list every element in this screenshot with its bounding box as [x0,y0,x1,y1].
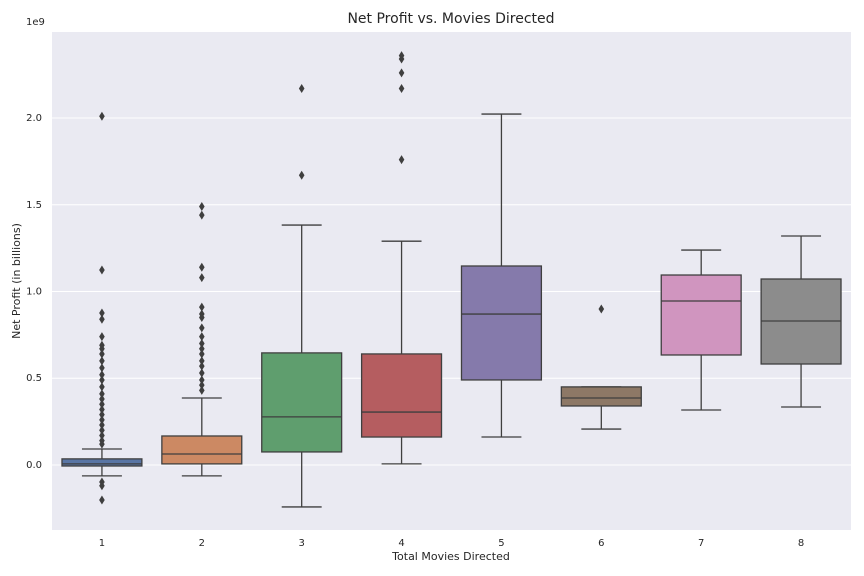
outlier [199,302,205,312]
outlier [99,332,105,342]
outlier [99,404,105,414]
box [360,353,443,438]
outlier [99,389,105,399]
outlier [99,399,105,409]
x-axis-label: Total Movies Directed [391,550,510,563]
outlier [99,349,105,359]
y-axis-label: Net Profit (in billions) [10,223,23,339]
outlier [199,380,205,390]
x-tick-label: 8 [798,538,804,549]
y-tick-label: 2.0 [26,113,42,124]
outlier [199,385,205,395]
box [161,435,243,465]
x-tick-label: 1 [99,538,105,549]
outlier [199,339,205,349]
outlier [99,344,105,354]
outlier [99,425,105,435]
outlier [99,370,105,380]
outlier [99,430,105,440]
outlier [199,332,205,342]
x-tick-label: 2 [199,538,205,549]
outlier [298,170,305,180]
outlier [199,368,205,378]
outlier [99,375,105,385]
x-tick-label: 3 [299,538,305,549]
x-tick-label: 4 [398,538,404,549]
outlier [199,356,205,366]
outlier [199,273,205,283]
box [560,386,642,407]
chart-title: Net Profit vs. Movies Directed [347,11,554,27]
outlier [99,308,105,318]
outlier [99,495,105,505]
x-tick-label: 7 [698,538,704,549]
outlier [99,314,105,324]
outlier [199,313,205,323]
outlier [99,265,105,275]
outlier [99,439,105,449]
outlier [99,415,105,425]
outlier [398,51,405,61]
outlier [99,111,105,121]
outlier [99,356,105,366]
outlier [598,304,605,314]
outlier [99,394,105,404]
box [660,274,742,356]
y-tick-label: 1.0 [26,286,42,297]
outlier [99,410,105,420]
outlier [398,155,405,165]
y-tick-label: 0.5 [26,373,42,384]
outlier [199,344,205,354]
outlier [99,382,105,392]
box [261,352,343,453]
outlier [398,84,405,94]
y-tick-label: 1.5 [26,200,42,211]
outlier [298,84,305,94]
outlier [199,262,205,272]
outlier [99,481,105,491]
outlier [398,68,405,78]
y-tick-label: 0.0 [26,460,42,471]
outlier [199,375,205,385]
box [61,458,143,467]
outlier [99,363,105,373]
outlier [199,210,205,220]
y-offset-label: 1e9 [26,17,45,28]
outlier [99,420,105,430]
x-tick-label: 6 [598,538,604,549]
outlier [199,323,205,333]
x-tick-label: 5 [498,538,504,549]
outlier [199,201,205,211]
marks [61,51,842,508]
outlier [199,361,205,371]
box [460,265,543,381]
outlier [199,349,205,359]
